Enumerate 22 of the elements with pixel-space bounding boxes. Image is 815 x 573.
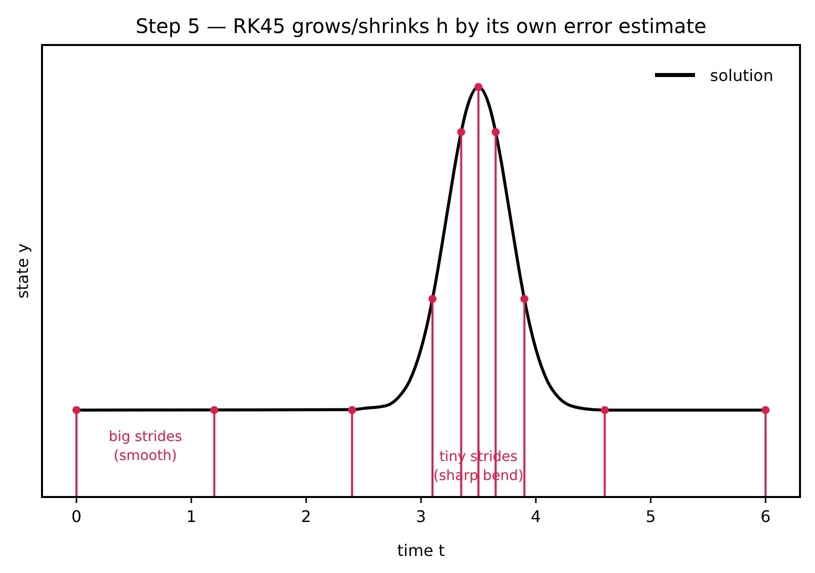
point [600,406,609,414]
x-tick-label: 3 [416,507,426,526]
x-tick-label: 2 [301,507,312,526]
chart-title: Step 5 — RK45 grows/shrinks h by its own error estimate [136,14,706,38]
x-tick-label: 5 [646,507,656,526]
x-tick-label: 4 [530,507,541,526]
point [348,406,356,414]
x-tick-label: 0 [71,507,82,526]
point [428,294,436,303]
x-tick-label: 6 [760,507,771,526]
x-axis-title: time t [397,541,445,560]
point [474,83,482,91]
x-tick-label: 1 [186,507,196,526]
point [457,128,466,136]
point [210,406,218,414]
point [492,128,500,136]
point [72,406,80,414]
point [762,406,770,414]
point [520,294,528,303]
legend-label: solution [710,66,774,85]
y-axis-title: state y [13,243,32,299]
annotation: big strides (smooth) [108,429,182,464]
